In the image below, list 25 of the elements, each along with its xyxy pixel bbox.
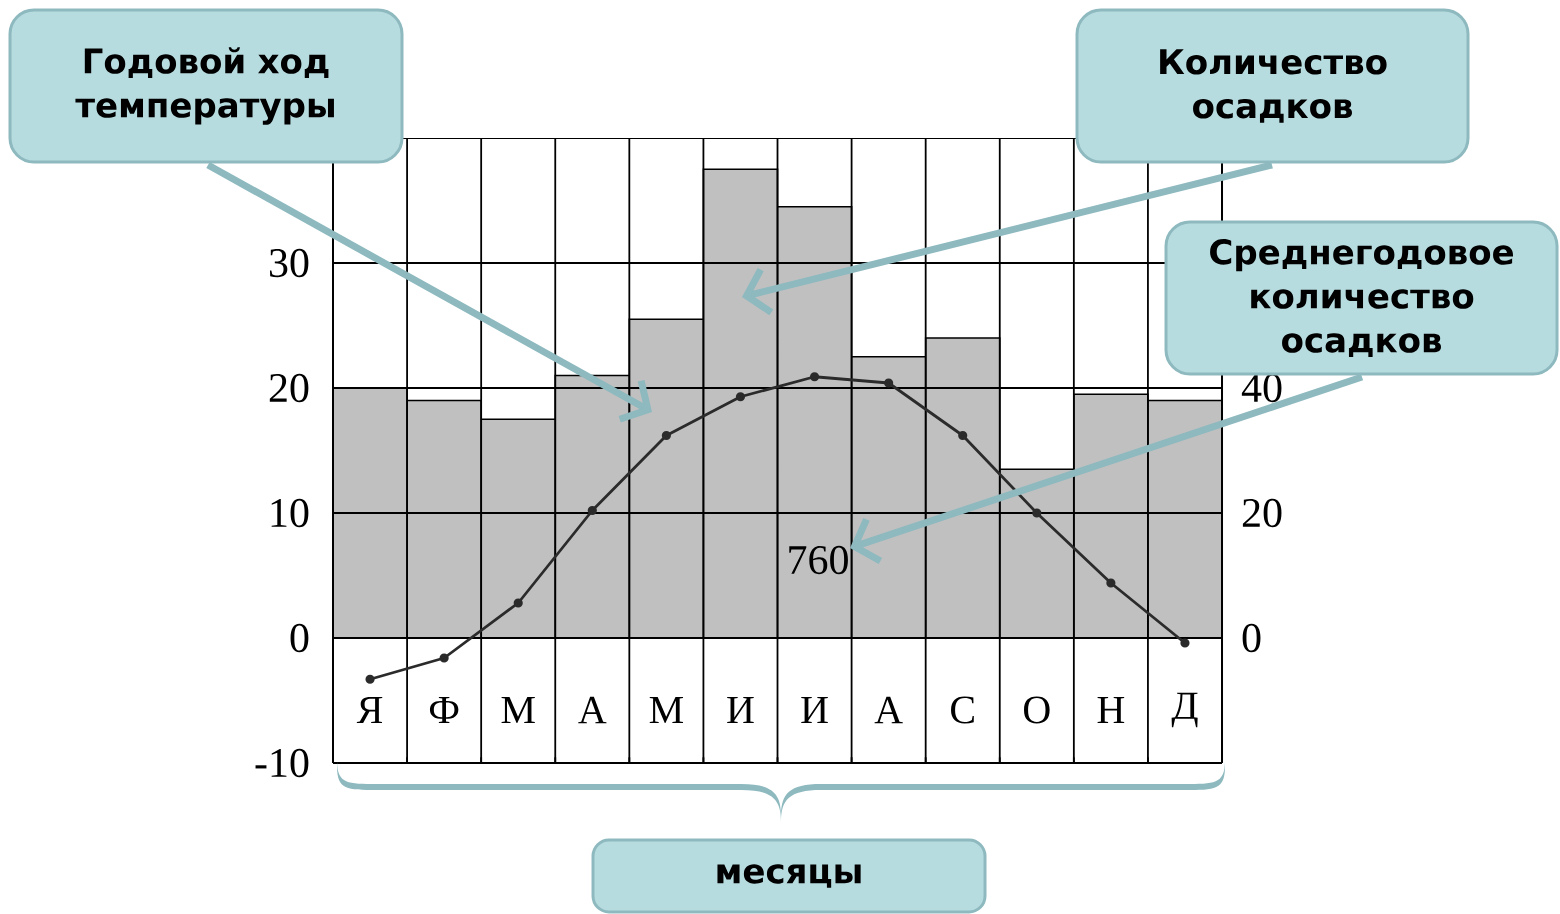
x-tick-label: Ф: [429, 696, 459, 724]
x-tick-label: М: [501, 696, 535, 724]
y2-tick-label: 20: [1242, 498, 1282, 528]
text: Годовой ход температуры: [75, 47, 334, 125]
x-tick-label: И: [727, 696, 754, 724]
x-tick-label: И: [801, 696, 828, 724]
y2-tick-label: 0: [1242, 623, 1261, 653]
y-tick-label: 10: [271, 498, 309, 528]
x-tick-label: Я: [356, 696, 383, 724]
x-tick-label: Н: [1097, 696, 1125, 724]
y-tick-label: 0: [290, 623, 309, 653]
y-tick-label: -10: [255, 748, 309, 778]
x-tick-label: А: [578, 696, 607, 724]
x-tick-label: А: [874, 696, 903, 724]
annotation: 760: [789, 545, 848, 575]
y-tick-label: 20: [269, 373, 309, 403]
y-tick-label: 30: [269, 248, 309, 278]
annotation: Среднегодовое количество осадков: [1210, 239, 1513, 357]
x-tick-label: М: [649, 696, 683, 724]
y2-tick-label: 40: [1241, 373, 1282, 403]
x-axis-title: месяцы: [717, 864, 861, 888]
x-tick-label: Д: [1171, 692, 1198, 728]
x-tick-label: О: [1024, 696, 1050, 724]
x-tick-label: С: [951, 696, 974, 724]
text: Количество осадков: [1160, 49, 1387, 123]
